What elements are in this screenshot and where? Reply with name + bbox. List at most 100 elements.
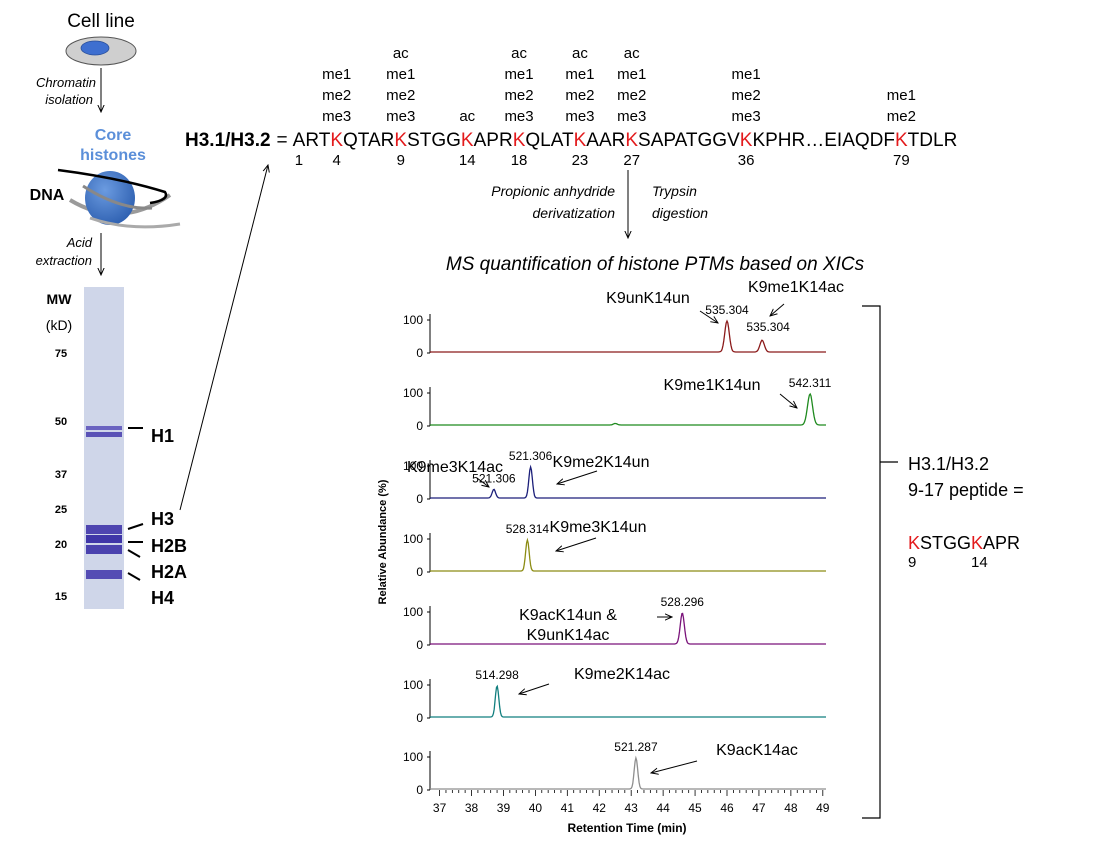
x-tick-label: 41 — [561, 801, 575, 815]
band-h2b: H2B — [151, 536, 187, 556]
lysine-14: K — [461, 130, 474, 151]
ms-title: MS quantification of histone PTMs based … — [446, 254, 865, 275]
position-9: 9 — [397, 152, 405, 169]
xic-panel-5: 100 0 528.296 K9acK14un & K9unK14ac — [403, 595, 826, 652]
mod-me1-k9: me1 — [386, 66, 415, 83]
band-h2a: H2A — [151, 562, 187, 582]
gel-band-h3 — [86, 525, 122, 534]
xic-trace — [430, 684, 826, 718]
position-36: 36 — [738, 152, 755, 169]
cell-line-label: Cell line — [67, 11, 135, 32]
xic-trace — [430, 319, 826, 353]
mw-marker-25: 25 — [55, 504, 67, 516]
series-label: K9me1K14un — [664, 377, 761, 394]
peak-mz-label: 528.296 — [661, 595, 705, 609]
lysine-23: K — [574, 130, 587, 151]
peak-note-label: K9me1K14ac — [748, 279, 844, 296]
mod-ac-k14: ac — [459, 108, 475, 125]
xic-trace — [430, 537, 826, 572]
mod-me3-k36: me3 — [732, 108, 761, 125]
sequence-segment: AAR — [586, 130, 625, 151]
mod-me2-k27: me2 — [617, 87, 646, 104]
xic-panel-4: 100 0 528.314 K9me3K14un — [403, 519, 826, 579]
series-label: K9me3K14un — [550, 519, 647, 536]
acid-label-2: extraction — [36, 253, 92, 268]
xic-panel-2: 100 0 542.311 K9me1K14un — [403, 376, 832, 433]
annotation-arrow — [519, 683, 550, 694]
annotation-arrow — [699, 310, 718, 323]
xic-trace — [430, 755, 826, 790]
peak-note-label: K9me3K14ac — [407, 459, 503, 476]
y-tick-label-100: 100 — [403, 750, 423, 764]
mod-ac-k23: ac — [572, 45, 588, 62]
y-tick-label-0: 0 — [416, 492, 423, 506]
step-propionic: Propionic anhydride — [491, 183, 615, 199]
x-tick-label: 42 — [593, 801, 607, 815]
peak-mz-label: 521.287 — [614, 740, 658, 754]
sequence-equals: = — [277, 130, 288, 151]
y-tick-label-0: 0 — [416, 346, 423, 360]
y-tick-label-100: 100 — [403, 605, 423, 619]
step-trypsin: Trypsin — [652, 183, 697, 199]
gel-band-h2a — [86, 570, 122, 579]
mod-me1-k27: me1 — [617, 66, 646, 83]
y-tick-label-0: 0 — [416, 783, 423, 797]
step-digestion: digestion — [652, 205, 708, 221]
mod-ac-k9: ac — [393, 45, 409, 62]
xic-trace — [430, 464, 826, 499]
sequence-segment: TDLR — [908, 130, 958, 151]
annotation-arrow — [557, 470, 598, 484]
x-tick-label: 44 — [656, 801, 670, 815]
sequence-label: H3.1/H3.2 — [185, 130, 271, 151]
mod-me1-k23: me1 — [565, 66, 594, 83]
peptide-position-9: 9 — [908, 554, 916, 571]
sequence-segment: STGG — [407, 130, 461, 151]
mod-me3-k4: me3 — [322, 108, 351, 125]
mod-me3-k9: me3 — [386, 108, 415, 125]
sequence-segment: APR — [474, 130, 513, 151]
x-tick-label: 43 — [625, 801, 639, 815]
x-tick-label: 39 — [497, 801, 511, 815]
mod-me1-k36: me1 — [732, 66, 761, 83]
sequence-segment: QTAR — [343, 130, 394, 151]
note-arrow — [770, 303, 785, 316]
x-tick-label: 37 — [433, 801, 447, 815]
y-tick-label-100: 100 — [403, 313, 423, 327]
band-h1: H1 — [151, 426, 174, 446]
x-axis-title: Retention Time (min) — [567, 821, 686, 835]
y-tick-label-100: 100 — [403, 532, 423, 546]
peptide-segment: STGG — [920, 533, 971, 553]
position-4: 4 — [333, 152, 341, 169]
x-axis: 37 38 39 40 41 42 43 44 45 46 47 48 49 — [433, 790, 830, 815]
peak-mz-label: 535.304 — [746, 320, 790, 334]
xic-panel-1: 100 0 535.304 535.304 K9unK14un K9me1K14ac — [403, 279, 844, 360]
mod-ac-k18: ac — [511, 45, 527, 62]
band-h3: H3 — [151, 509, 174, 529]
lysine-36: K — [740, 130, 753, 151]
mod-me2-k79: me2 — [887, 108, 916, 125]
series-label: K9unK14un — [606, 290, 690, 307]
sds-page-gel: MW (kD) 75 50 37 25 20 15 H1 H3 H2B H2A … — [46, 165, 268, 609]
cell-icon — [65, 36, 137, 66]
mod-me2-k9: me2 — [386, 87, 415, 104]
tick-h4 — [127, 572, 141, 581]
mw-marker-75: 75 — [55, 348, 67, 360]
annotation-arrow — [556, 537, 597, 551]
mw-title: MW — [47, 291, 73, 307]
lysine-27: K — [625, 130, 638, 151]
mod-me3-k18: me3 — [504, 108, 533, 125]
xic-trace — [430, 612, 826, 645]
lysine-4: K — [330, 130, 343, 151]
peptide-lysine: K — [971, 533, 983, 553]
x-tick-label: 40 — [529, 801, 543, 815]
workflow-panel: Cell line Chromatin isolation Core histo… — [30, 11, 181, 275]
gel-band-h1a — [86, 426, 122, 430]
mod-me1-k79: me1 — [887, 87, 916, 104]
mw-marker-20: 20 — [55, 539, 67, 551]
mod-me2-k4: me2 — [322, 87, 351, 104]
sequence-segment: KPHR…EIAQDF — [752, 130, 895, 151]
y-tick-label-100: 100 — [403, 459, 423, 473]
mw-marker-37: 37 — [55, 469, 67, 481]
